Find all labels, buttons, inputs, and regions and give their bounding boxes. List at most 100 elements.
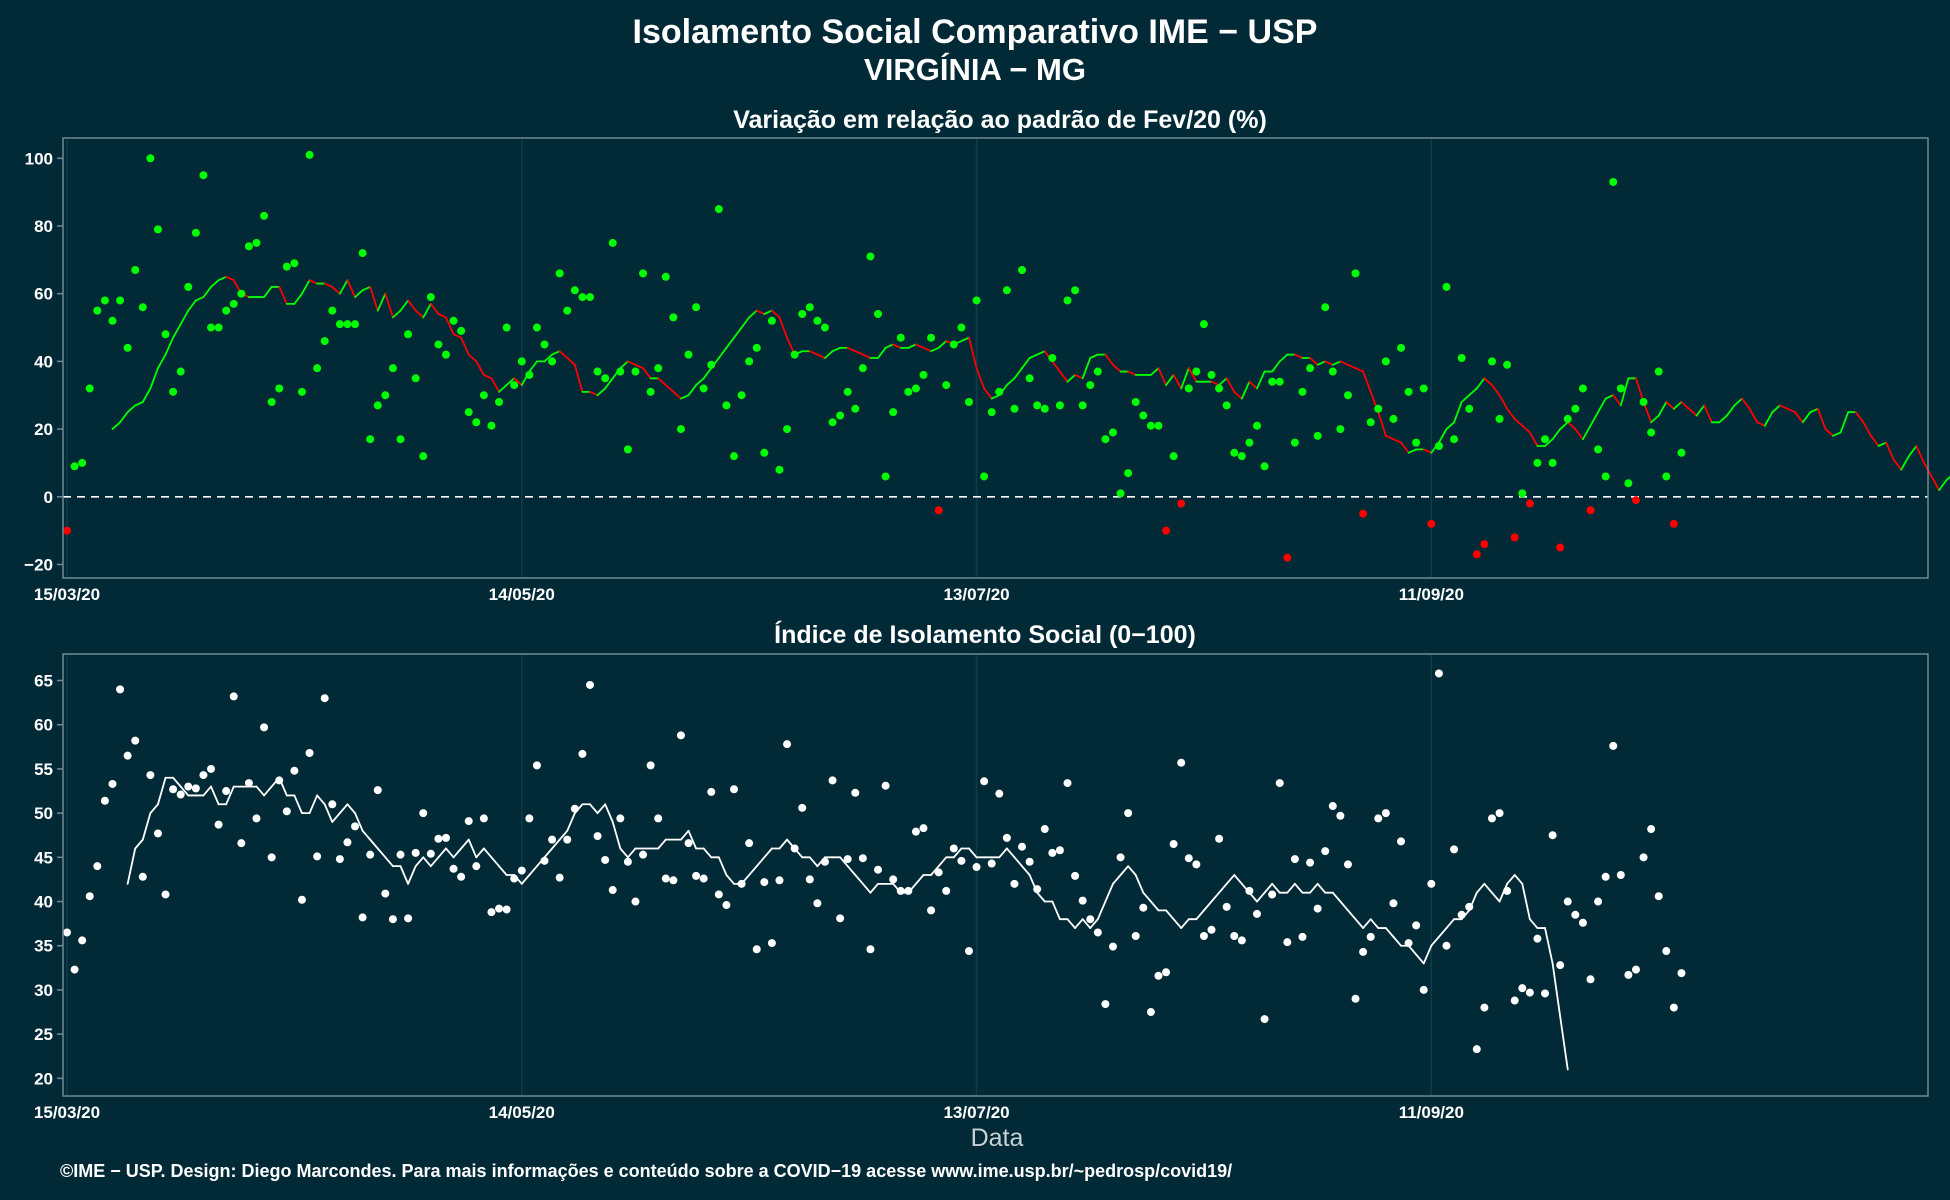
bottom-moving-average-segment bbox=[1271, 882, 1281, 894]
bottom-moving-average-segment bbox=[725, 874, 735, 885]
top-moving-average-segment bbox=[452, 333, 463, 339]
top-data-point bbox=[464, 408, 473, 417]
bottom-moving-average-segment bbox=[1036, 891, 1046, 903]
top-moving-average-segment bbox=[1506, 407, 1516, 420]
bottom-data-point bbox=[563, 835, 572, 844]
bottom-moving-average-segment bbox=[763, 847, 773, 859]
top-data-point bbox=[896, 333, 905, 342]
top-moving-average-segment bbox=[884, 343, 895, 349]
top-moving-average-segment bbox=[702, 367, 713, 380]
bottom-moving-average-segment bbox=[1225, 874, 1236, 885]
bottom-moving-average-segment bbox=[861, 882, 872, 894]
top-data-point bbox=[692, 303, 701, 312]
bottom-data-point bbox=[1033, 885, 1042, 894]
top-data-point bbox=[525, 370, 534, 379]
top-moving-average-segment bbox=[672, 390, 682, 400]
bottom-data-point bbox=[351, 822, 360, 831]
top-moving-average-segment bbox=[1210, 380, 1220, 386]
top-data-point bbox=[411, 374, 420, 383]
top-moving-average-segment bbox=[877, 346, 887, 359]
bottom-data-point bbox=[987, 859, 996, 868]
bottom-moving-average-segment bbox=[808, 856, 819, 868]
bottom-data-point bbox=[911, 827, 920, 836]
top-data-point bbox=[532, 323, 541, 332]
bottom-data-point bbox=[1563, 897, 1572, 906]
top-data-point bbox=[1313, 431, 1322, 440]
top-data-point bbox=[479, 391, 488, 400]
top-moving-average-segment bbox=[763, 309, 773, 315]
bottom-data-point bbox=[585, 680, 594, 689]
top-moving-average-segment bbox=[1938, 478, 1948, 491]
bottom-moving-average-segment bbox=[1415, 953, 1425, 965]
top-moving-average-segment bbox=[194, 296, 205, 302]
bottom-y-tick-label: 45 bbox=[34, 848, 53, 867]
bottom-data-point bbox=[1480, 1003, 1489, 1012]
bottom-data-point bbox=[267, 853, 276, 862]
bottom-moving-average-segment bbox=[1263, 882, 1274, 894]
top-data-point bbox=[63, 526, 71, 535]
bottom-panel-title: Índice de Isolamento Social (0−100) bbox=[774, 620, 1196, 649]
top-moving-average-segment bbox=[126, 404, 137, 414]
bottom-moving-average-segment bbox=[1218, 882, 1228, 894]
top-data-point bbox=[942, 381, 951, 390]
bottom-moving-average-segment bbox=[263, 785, 273, 797]
top-moving-average-segment bbox=[331, 286, 341, 295]
top-data-point bbox=[388, 364, 397, 373]
bottom-data-point bbox=[1495, 809, 1504, 818]
top-data-point bbox=[1639, 398, 1648, 406]
bottom-data-point bbox=[843, 855, 852, 864]
top-data-point bbox=[1215, 384, 1224, 393]
top-data-point bbox=[601, 374, 610, 383]
top-data-point bbox=[1404, 387, 1413, 396]
top-moving-average-segment bbox=[543, 353, 553, 363]
top-data-point bbox=[760, 448, 769, 457]
top-data-point bbox=[889, 408, 898, 417]
bottom-data-point bbox=[191, 784, 200, 793]
bottom-data-point bbox=[1343, 860, 1352, 869]
top-data-point bbox=[1616, 384, 1625, 393]
top-moving-average-segment bbox=[1809, 407, 1819, 414]
top-data-point bbox=[790, 350, 799, 359]
top-data-point bbox=[1268, 377, 1277, 386]
bottom-moving-average-segment bbox=[346, 803, 356, 815]
bottom-moving-average-segment bbox=[407, 865, 417, 885]
top-moving-average-segment bbox=[1468, 387, 1478, 397]
bottom-moving-average-segment bbox=[528, 865, 538, 876]
bottom-data-point bbox=[1192, 860, 1201, 869]
top-moving-average-segment bbox=[1612, 394, 1622, 407]
top-data-point bbox=[813, 316, 822, 325]
bottom-moving-average-segment bbox=[1005, 847, 1016, 859]
top-data-point bbox=[919, 370, 928, 379]
top-data-point bbox=[593, 367, 602, 376]
bottom-data-point bbox=[63, 928, 71, 937]
top-data-point bbox=[434, 340, 443, 349]
bottom-data-point bbox=[639, 850, 648, 859]
bottom-data-point bbox=[282, 807, 291, 816]
top-data-point bbox=[1033, 401, 1042, 410]
bottom-data-point bbox=[1093, 928, 1102, 937]
top-data-point bbox=[1002, 286, 1011, 295]
bottom-data-point bbox=[1230, 931, 1239, 940]
top-data-point bbox=[1222, 401, 1231, 410]
bottom-y-tick-label: 55 bbox=[34, 760, 53, 779]
bottom-moving-average-segment bbox=[1233, 874, 1243, 885]
top-data-point bbox=[1548, 458, 1557, 467]
bottom-data-point bbox=[1381, 809, 1390, 818]
top-moving-average-segment bbox=[528, 360, 538, 373]
bottom-data-point bbox=[1586, 975, 1595, 984]
top-data-point bbox=[737, 391, 746, 400]
bottom-moving-average-segment bbox=[331, 812, 341, 823]
top-data-point bbox=[1556, 543, 1565, 552]
top-data-point bbox=[555, 269, 564, 278]
bottom-data-point bbox=[1124, 809, 1133, 818]
bottom-y-tick-label: 30 bbox=[34, 981, 53, 1000]
bottom-moving-average-segment bbox=[1074, 918, 1084, 929]
top-data-point bbox=[540, 340, 549, 349]
bottom-data-point bbox=[1215, 834, 1224, 843]
bottom-data-point bbox=[1207, 925, 1216, 934]
bottom-moving-average-segment bbox=[1112, 874, 1122, 885]
top-data-point bbox=[441, 350, 450, 359]
bottom-data-point bbox=[78, 936, 87, 945]
top-moving-average-segment bbox=[1066, 374, 1076, 383]
top-moving-average-segment bbox=[1794, 411, 1804, 424]
